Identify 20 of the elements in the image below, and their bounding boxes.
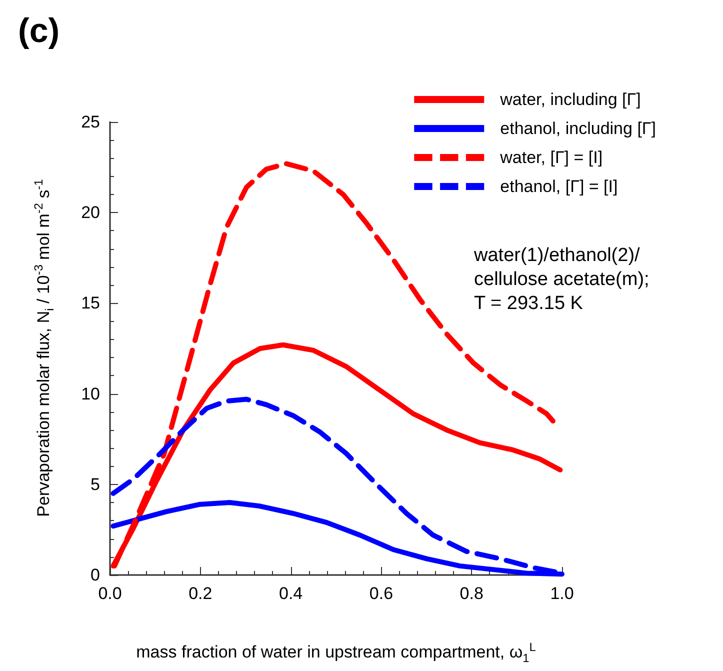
annotation: T = 293.15 K	[474, 292, 584, 316]
legend-label: water, [Γ] = [I]	[499, 148, 603, 167]
x-tick-label: 0.8	[460, 584, 484, 603]
legend-label: water, including [Γ]	[499, 90, 641, 109]
y-tick-label: 10	[81, 384, 100, 404]
x-tick-label: 1.0	[550, 584, 574, 603]
annotation: cellulose acetate(m);	[474, 268, 650, 292]
legend-label: ethanol, including [Γ]	[500, 119, 656, 138]
y-tick-label: 20	[81, 203, 100, 222]
chart-title: (c)	[18, 12, 60, 51]
annotation: water(1)/ethanol(2)/	[474, 244, 641, 268]
x-tick-label: 0.2	[188, 584, 212, 603]
y-tick-label: 5	[90, 474, 100, 494]
x-tick-label: 0.4	[278, 584, 303, 603]
y-tick-label: 15	[81, 294, 100, 313]
x-tick-label: 0.6	[369, 584, 394, 603]
y-tick-label: 25	[81, 112, 100, 132]
legend-label: ethanol, [Γ] = [I]	[500, 177, 618, 196]
x-tick-label: 0.0	[98, 584, 122, 603]
y-tick-label: 0	[90, 566, 100, 584]
